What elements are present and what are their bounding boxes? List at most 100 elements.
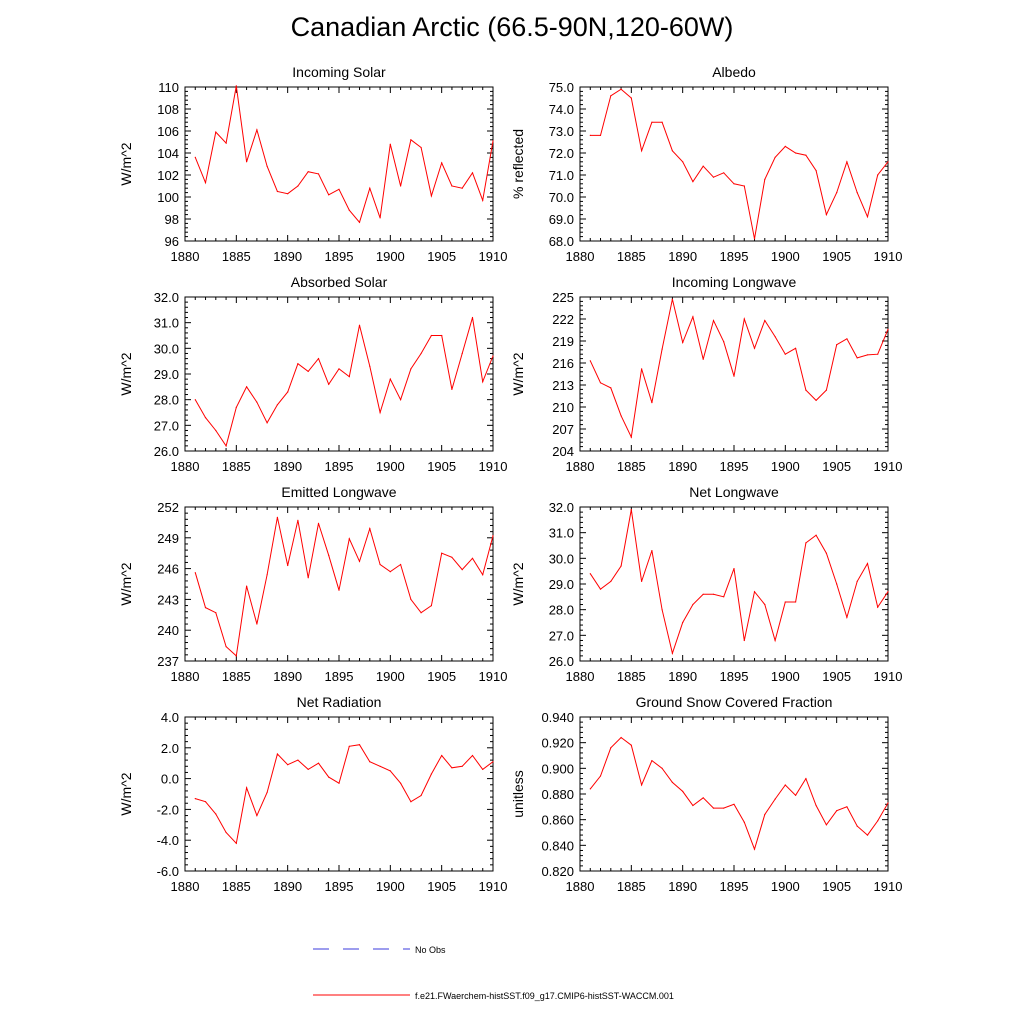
- data-point: [877, 174, 879, 176]
- data-point: [733, 568, 735, 570]
- data-point: [297, 185, 299, 187]
- x-tick-label: 1900: [771, 459, 800, 474]
- x-tick-label: 1910: [874, 669, 903, 684]
- data-point: [225, 646, 227, 648]
- data-point: [379, 217, 381, 219]
- x-tick-label: 1885: [617, 879, 646, 894]
- data-point: [297, 759, 299, 761]
- data-point: [379, 765, 381, 767]
- x-tick-label: 1900: [376, 459, 405, 474]
- data-point: [692, 603, 694, 606]
- data-point: [866, 216, 869, 218]
- y-tick-label: 0.920: [541, 736, 574, 751]
- y-axis-label: W/m^2: [118, 352, 134, 395]
- data-point: [877, 353, 879, 355]
- x-tick-label: 1910: [479, 669, 508, 684]
- y-tick-label: 68.0: [549, 234, 574, 249]
- x-tick-label: 1895: [325, 669, 354, 684]
- data-point: [599, 588, 602, 590]
- data-point: [461, 352, 463, 355]
- x-tick-label: 1905: [822, 879, 851, 894]
- data-point: [733, 375, 735, 377]
- data-point: [461, 765, 463, 767]
- data-point: [276, 404, 278, 406]
- data-point: [471, 557, 474, 559]
- y-tick-label: 216: [552, 356, 574, 371]
- data-point: [441, 552, 443, 554]
- x-tick-label: 1910: [479, 459, 508, 474]
- data-point: [651, 121, 653, 123]
- data-point: [492, 140, 494, 142]
- data-point: [671, 298, 674, 300]
- data-point: [641, 784, 643, 786]
- y-tick-label: 213: [552, 378, 574, 393]
- x-tick-label: 1890: [273, 459, 302, 474]
- data-point: [471, 316, 474, 319]
- y-tick-label: 102: [157, 168, 179, 183]
- y-tick-label: 27.0: [549, 628, 574, 643]
- y-axis-label: W/m^2: [510, 352, 526, 395]
- data-point: [246, 386, 248, 388]
- data-point: [743, 639, 745, 642]
- y-tick-label: 237: [157, 654, 179, 669]
- y-tick-label: 249: [157, 531, 179, 546]
- data-point: [866, 354, 869, 356]
- data-point: [441, 754, 443, 757]
- data-point: [297, 363, 299, 365]
- y-tick-label: 204: [552, 444, 574, 459]
- data-point: [194, 798, 196, 800]
- data-point: [256, 129, 258, 131]
- data-point: [256, 623, 258, 625]
- data-point: [317, 762, 320, 764]
- data-point: [856, 580, 858, 583]
- data-point: [317, 173, 320, 175]
- y-tick-label: 72.0: [549, 146, 574, 161]
- y-tick-label: 240: [157, 623, 179, 638]
- data-point: [753, 591, 756, 593]
- data-point: [682, 341, 684, 344]
- data-point: [410, 368, 412, 370]
- data-point: [379, 411, 381, 414]
- x-tick-label: 1895: [720, 249, 749, 264]
- data-point: [430, 605, 432, 607]
- data-point: [599, 134, 602, 136]
- x-tick-label: 1895: [325, 879, 354, 894]
- y-tick-label: 71.0: [549, 168, 574, 183]
- data-point: [846, 806, 848, 808]
- panel-incoming-longwave: 1880 1885 1890 1895 1900 1905 1910 204 207 210 213…: [510, 274, 902, 474]
- panel-absorbed-solar: 1880 1885 1890 1895 1900 1905 1910 26.0 27.0 28.0…: [118, 274, 507, 474]
- x-tick-label: 1895: [720, 459, 749, 474]
- data-point: [246, 585, 248, 587]
- data-point: [338, 188, 340, 190]
- data-point: [266, 791, 268, 794]
- data-point: [287, 564, 289, 567]
- data-point: [712, 807, 715, 809]
- data-point: [846, 161, 848, 163]
- data-point: [246, 787, 248, 789]
- data-point: [225, 142, 227, 144]
- x-tick-label: 1880: [171, 249, 200, 264]
- data-point: [712, 176, 715, 178]
- data-point: [328, 194, 330, 196]
- panel-title: Net Radiation: [297, 694, 382, 710]
- y-tick-label: 207: [552, 422, 574, 437]
- x-tick-label: 1900: [376, 669, 405, 684]
- data-point: [815, 534, 817, 536]
- data-point: [620, 415, 622, 417]
- data-point: [774, 336, 776, 338]
- data-point: [441, 334, 443, 337]
- data-point: [877, 820, 879, 822]
- data-point: [430, 773, 432, 775]
- data-point: [733, 183, 735, 185]
- data-point: [471, 754, 474, 757]
- x-tick-label: 1890: [668, 879, 697, 894]
- panel-title: Incoming Solar: [292, 64, 386, 80]
- y-axis-label: W/m^2: [118, 142, 134, 185]
- data-point: [661, 348, 663, 350]
- data-point: [682, 790, 684, 793]
- data-point: [194, 156, 196, 158]
- data-point: [671, 781, 674, 784]
- data-point: [358, 324, 361, 326]
- data-point: [630, 509, 632, 511]
- data-point: [369, 365, 371, 367]
